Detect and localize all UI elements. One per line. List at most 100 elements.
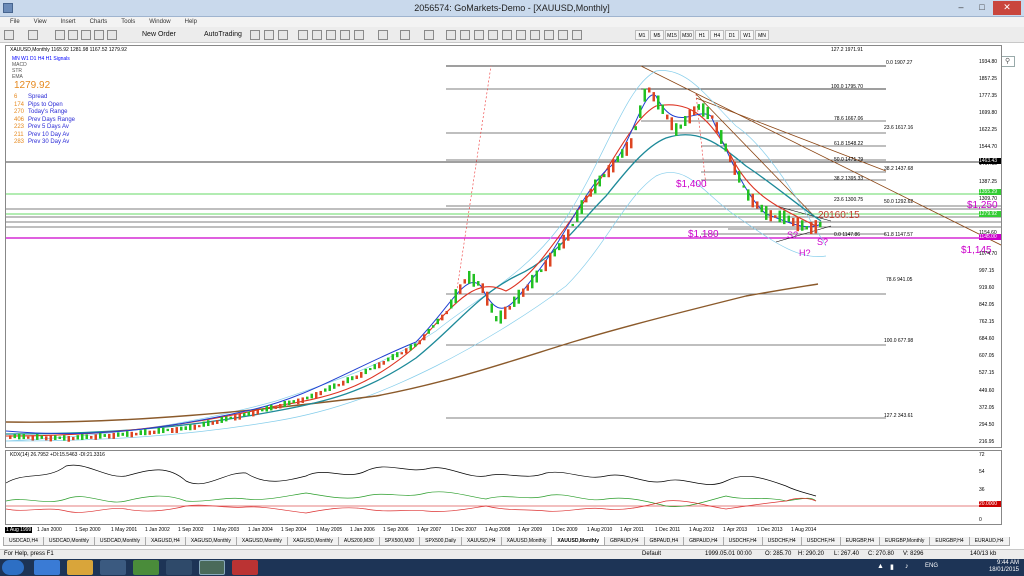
- chart-tab[interactable]: GBPAUD,H4: [683, 537, 724, 546]
- shift-icon[interactable]: [354, 30, 364, 40]
- profiles-icon[interactable]: [28, 30, 38, 40]
- chart-tab[interactable]: XAUUSD,Monthly: [551, 537, 605, 546]
- chart-tab[interactable]: EURGBP,H4: [839, 537, 881, 546]
- vertical-line-icon[interactable]: [474, 30, 484, 40]
- candle: [792, 217, 795, 227]
- cursor-icon[interactable]: [446, 30, 456, 40]
- chart-tab[interactable]: GBPAUD,H4: [604, 537, 645, 546]
- market-watch-icon[interactable]: [55, 30, 65, 40]
- candle: [436, 318, 439, 325]
- timeframe-m5[interactable]: M5: [650, 30, 664, 40]
- zoom-out-icon[interactable]: [312, 30, 322, 40]
- clock[interactable]: 9:44 AM 18/01/2015: [989, 560, 1019, 574]
- chart-tab[interactable]: EURGBP,H4: [929, 537, 970, 546]
- candle: [180, 426, 183, 431]
- horizontal-line-icon[interactable]: [488, 30, 498, 40]
- new-chart-icon[interactable]: [4, 30, 14, 40]
- chart-tab[interactable]: SPX500,M30: [378, 537, 421, 546]
- menu-help[interactable]: Help: [184, 19, 197, 25]
- chart-tab[interactable]: USDCHF,H4: [722, 537, 763, 546]
- mt4-icon[interactable]: [232, 560, 258, 575]
- app-icon: [3, 3, 13, 13]
- chart-tab[interactable]: SPX500,Daily: [419, 537, 462, 546]
- adx-tick: 36: [979, 487, 985, 493]
- candlestick-icon[interactable]: [264, 30, 274, 40]
- adx-subwindow[interactable]: KDX(14) 26.7952 +DI:15.5463 -DI:21.3316 …: [5, 450, 1002, 525]
- chart-tab[interactable]: XAUUSD,H4: [460, 537, 502, 546]
- channel-icon[interactable]: [516, 30, 526, 40]
- line-chart-icon[interactable]: [278, 30, 288, 40]
- chart-tab[interactable]: EURAUD,H4: [968, 537, 1010, 546]
- chrome-icon[interactable]: [133, 560, 159, 575]
- fibonacci-icon[interactable]: [530, 30, 540, 40]
- bar-chart-icon[interactable]: [250, 30, 260, 40]
- timeframe-m1[interactable]: M1: [635, 30, 649, 40]
- candle: [54, 435, 57, 441]
- periods-icon[interactable]: [400, 30, 410, 40]
- menu-window[interactable]: Window: [149, 19, 171, 25]
- data-window-icon[interactable]: [68, 30, 78, 40]
- menu-view[interactable]: View: [33, 19, 47, 25]
- language-indicator[interactable]: ENG: [925, 563, 939, 569]
- start-button[interactable]: [2, 560, 24, 575]
- maximize-button[interactable]: □: [979, 2, 985, 12]
- chart-tab[interactable]: XAGUSD,H4: [144, 537, 186, 546]
- status-volume: V: 8296: [903, 551, 924, 557]
- timeframe-h1[interactable]: H1: [695, 30, 709, 40]
- arrows-icon[interactable]: [572, 30, 582, 40]
- network-icon[interactable]: ▮: [890, 564, 894, 571]
- ie-icon[interactable]: [34, 560, 60, 575]
- chart-tab[interactable]: XAUUSD,Monthly: [500, 537, 553, 546]
- label-icon[interactable]: [558, 30, 568, 40]
- chart-tab[interactable]: USDCAD,H4: [3, 537, 44, 546]
- autoscroll-icon[interactable]: [340, 30, 350, 40]
- indicators-icon[interactable]: [378, 30, 388, 40]
- chart-tab[interactable]: XAGUSD,Monthly: [286, 537, 339, 546]
- trendline-icon[interactable]: [502, 30, 512, 40]
- volume-icon[interactable]: ♪: [905, 563, 909, 570]
- metatrader-icon[interactable]: [199, 560, 225, 575]
- candle: [774, 215, 777, 218]
- timeframe-m15[interactable]: M15: [665, 30, 679, 40]
- chart-tab[interactable]: XAGUSD,Monthly: [184, 537, 237, 546]
- timeframe-d1[interactable]: D1: [725, 30, 739, 40]
- text-icon[interactable]: [544, 30, 554, 40]
- menu-charts[interactable]: Charts: [89, 19, 108, 25]
- chart-tab[interactable]: XAGUSD,Monthly: [235, 537, 288, 546]
- templates-icon[interactable]: [424, 30, 434, 40]
- candle: [103, 434, 106, 437]
- candle: [706, 106, 709, 120]
- price-chart[interactable]: $1,400 $1,180 $1,250 $1,145 S? S? H? 201…: [5, 45, 1002, 448]
- explorer-icon[interactable]: [67, 560, 93, 575]
- navigator-icon[interactable]: [81, 30, 91, 40]
- chart-tab[interactable]: EURGBP,Monthly: [879, 537, 931, 546]
- timeframe-w1[interactable]: W1: [740, 30, 754, 40]
- new-order-button[interactable]: New Order: [130, 29, 176, 41]
- tile-icon[interactable]: [326, 30, 336, 40]
- date-axis: 1 Aug 1999 1 Jan 2000 1 Sep 2000 1 May 2…: [5, 527, 1005, 537]
- chart-tab[interactable]: AUS200,M30: [337, 537, 380, 546]
- timeframe-mn[interactable]: MN: [755, 30, 769, 40]
- app-icon[interactable]: [166, 560, 192, 575]
- autotrading-button[interactable]: AutoTrading: [192, 29, 242, 41]
- terminal-icon[interactable]: [94, 30, 104, 40]
- candle: [751, 193, 754, 208]
- chart-tab[interactable]: USDCHF,H4: [800, 537, 841, 546]
- chart-tab[interactable]: USDCHF,H4: [761, 537, 802, 546]
- tray-arrow-icon[interactable]: ▲: [877, 563, 884, 570]
- crosshair-icon[interactable]: [460, 30, 470, 40]
- timeframe-m30[interactable]: M30: [680, 30, 694, 40]
- chart-tab[interactable]: USDCAD,Monthly: [42, 537, 95, 546]
- chart-tab[interactable]: USDCAD,Monthly: [93, 537, 146, 546]
- media-icon[interactable]: [100, 560, 126, 575]
- close-button[interactable]: ✕: [993, 1, 1021, 15]
- menu-tools[interactable]: Tools: [121, 19, 136, 25]
- tester-icon[interactable]: [107, 30, 117, 40]
- chart-tab[interactable]: GBPAUD,H4: [643, 537, 685, 546]
- menu-insert[interactable]: Insert: [60, 19, 76, 25]
- search-icon[interactable]: ⚲: [1005, 58, 1011, 65]
- zoom-in-icon[interactable]: [298, 30, 308, 40]
- menu-file[interactable]: File: [10, 19, 20, 25]
- timeframe-h4[interactable]: H4: [710, 30, 724, 40]
- minimize-button[interactable]: –: [958, 2, 964, 12]
